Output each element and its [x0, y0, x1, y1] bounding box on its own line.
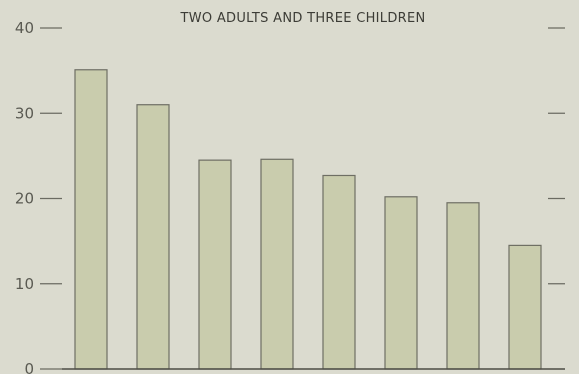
bar [198, 159, 232, 370]
bar [508, 244, 542, 370]
bar [74, 69, 108, 370]
bar [322, 174, 356, 370]
y-tick-label: 0 [24, 360, 34, 374]
y-tick-label: 30 [15, 104, 34, 122]
bar [384, 196, 418, 370]
y-tick-label: 20 [15, 190, 34, 208]
chart-title: TWO ADULTS AND THREE CHILDREN [179, 11, 425, 26]
bar [260, 158, 294, 370]
y-tick-label: 10 [15, 275, 34, 293]
y-tick-label: 40 [15, 19, 34, 37]
bars [74, 69, 542, 370]
bar [136, 104, 170, 370]
bar [446, 202, 480, 370]
y-axis: 0 10 20 30 40 [15, 19, 565, 374]
